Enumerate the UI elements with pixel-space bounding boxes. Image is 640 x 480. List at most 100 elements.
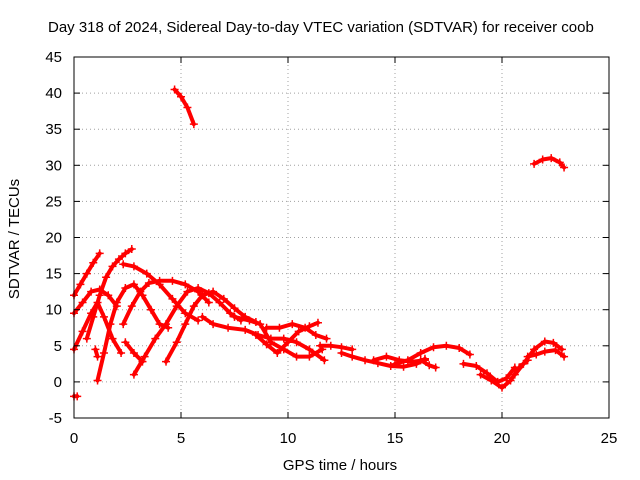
data-point <box>442 341 451 350</box>
data-point <box>170 85 179 94</box>
series-line <box>318 343 355 352</box>
series-layer <box>70 85 569 401</box>
data-point <box>162 320 171 329</box>
series-arc24 <box>510 337 566 379</box>
data-point <box>78 327 87 336</box>
x-axis-title: GPS time / hours <box>283 457 397 474</box>
data-point <box>256 320 265 329</box>
series-line <box>512 339 564 377</box>
data-point <box>369 356 378 365</box>
data-point <box>284 338 292 347</box>
series-arc1 <box>70 249 104 300</box>
data-point <box>230 312 239 321</box>
data-point <box>549 338 558 347</box>
data-point <box>386 362 395 371</box>
data-point <box>465 350 474 359</box>
series-arc16 <box>262 320 331 343</box>
data-point <box>127 302 136 311</box>
x-tick-label: 5 <box>177 430 185 447</box>
data-point <box>251 330 260 339</box>
data-point <box>172 302 181 311</box>
data-point <box>198 291 207 300</box>
series-line <box>164 289 258 364</box>
data-point <box>181 280 190 289</box>
series-arc27 <box>70 392 82 401</box>
data-point <box>99 349 108 358</box>
data-point <box>129 349 138 358</box>
series-arc12 <box>170 85 198 129</box>
data-point <box>326 341 335 350</box>
data-point <box>538 155 547 164</box>
data-point <box>91 345 100 354</box>
data-point <box>262 340 271 349</box>
chart-title: Day 318 of 2024, Sidereal Day-to-day VTE… <box>48 19 594 36</box>
data-point <box>168 294 177 303</box>
series-arc15 <box>251 318 322 358</box>
series-line <box>418 358 438 370</box>
data-point <box>119 320 128 329</box>
data-point <box>301 323 310 332</box>
data-point <box>215 298 224 307</box>
y-tick-label: 15 <box>45 266 62 283</box>
data-point <box>540 347 549 356</box>
y-tick-label: 25 <box>45 193 62 210</box>
data-point <box>181 309 190 318</box>
data-point <box>391 359 399 368</box>
series-arc18 <box>337 349 429 371</box>
data-point <box>121 249 130 258</box>
data-point <box>320 356 329 365</box>
data-point <box>273 349 282 358</box>
data-point <box>403 356 412 365</box>
data-point <box>311 330 320 339</box>
y-tick-label: 30 <box>45 157 62 174</box>
data-point <box>121 284 130 293</box>
data-point <box>93 352 102 361</box>
x-tick-label: 0 <box>70 430 78 447</box>
series-arc20 <box>391 341 474 368</box>
series-line <box>95 282 171 383</box>
y-tick-label: 0 <box>54 374 62 391</box>
data-point <box>194 316 203 325</box>
data-point <box>472 362 481 371</box>
data-point <box>530 345 539 354</box>
y-axis-title: SDTVAR / TECUs <box>6 179 23 299</box>
data-point <box>168 276 177 285</box>
grid <box>74 57 609 418</box>
data-point <box>102 273 111 282</box>
data-point <box>530 159 539 168</box>
data-point <box>337 349 346 358</box>
data-point <box>523 352 532 361</box>
y-tick-label: 35 <box>45 121 62 138</box>
data-point <box>189 120 198 129</box>
series-arc14 <box>230 312 327 361</box>
data-point <box>219 294 228 303</box>
data-point <box>99 312 108 321</box>
data-point <box>322 334 331 343</box>
data-point <box>78 298 87 307</box>
data-point <box>305 345 314 354</box>
data-point <box>119 260 128 269</box>
series-arc19 <box>369 352 429 366</box>
data-point <box>230 304 239 313</box>
data-point <box>162 357 171 366</box>
data-point <box>361 356 370 365</box>
data-point <box>540 337 549 346</box>
data-point <box>431 363 440 372</box>
data-point <box>241 325 250 334</box>
data-point <box>112 298 121 307</box>
data-point <box>292 338 301 347</box>
data-point <box>209 320 218 329</box>
data-point <box>198 312 207 321</box>
data-point <box>95 291 104 300</box>
y-tick-label: 20 <box>45 230 62 247</box>
data-point <box>547 154 556 163</box>
data-point <box>183 103 192 112</box>
data-point <box>275 323 284 332</box>
data-point <box>93 376 102 385</box>
data-point <box>498 383 506 392</box>
y-tick-label: 5 <box>54 338 62 355</box>
data-point <box>181 320 190 329</box>
data-point <box>136 287 145 296</box>
data-point <box>76 280 85 289</box>
